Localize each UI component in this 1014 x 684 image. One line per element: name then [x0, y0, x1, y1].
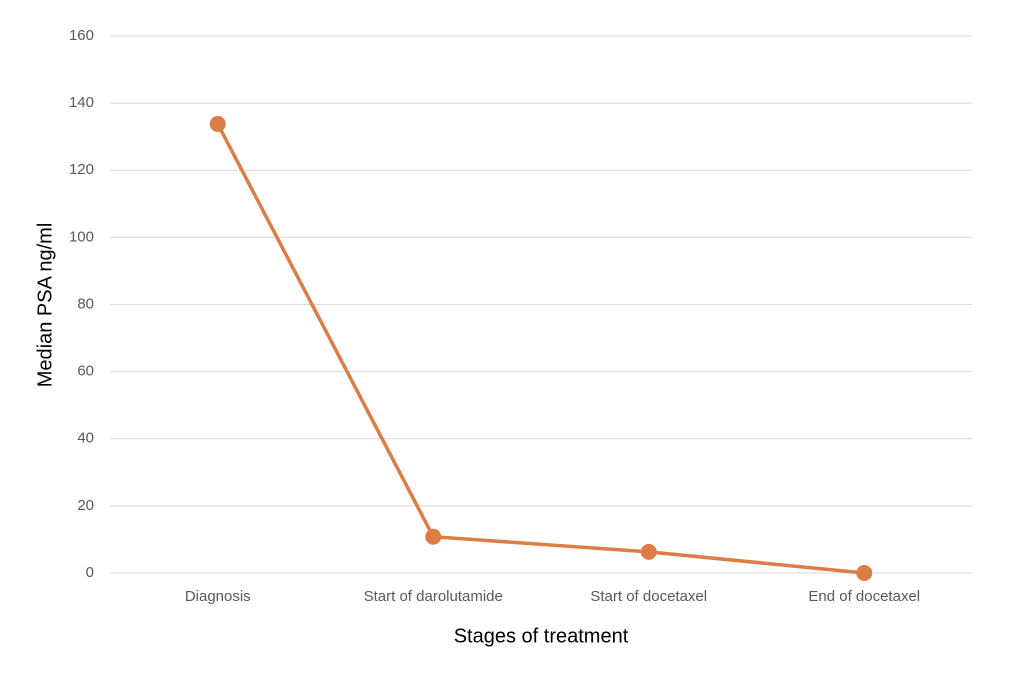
x-tick-label: Start of darolutamide	[364, 588, 503, 605]
x-tick-label: Start of docetaxel	[590, 588, 707, 605]
y-tick-label: 20	[77, 497, 94, 514]
y-tick-label: 100	[69, 228, 94, 245]
y-tick-label: 160	[69, 27, 94, 44]
x-tick-label: End of docetaxel	[808, 588, 920, 605]
point	[856, 565, 873, 581]
point	[640, 543, 657, 560]
y-tick-label: 120	[69, 161, 94, 178]
x-axis-title: Stages of treatment	[454, 625, 629, 647]
line	[216, 123, 865, 575]
y-tick-label: 60	[77, 363, 94, 380]
y-tick-label: 80	[77, 295, 94, 312]
point	[425, 528, 442, 545]
y-tick-label: 140	[69, 94, 94, 111]
point	[209, 115, 226, 132]
y-axis-title: Median PSA ng/ml	[34, 223, 56, 388]
y-tick-label: 0	[86, 564, 94, 581]
y-tick-label: 40	[77, 430, 94, 447]
x-tick-label: Diagnosis	[185, 588, 251, 605]
